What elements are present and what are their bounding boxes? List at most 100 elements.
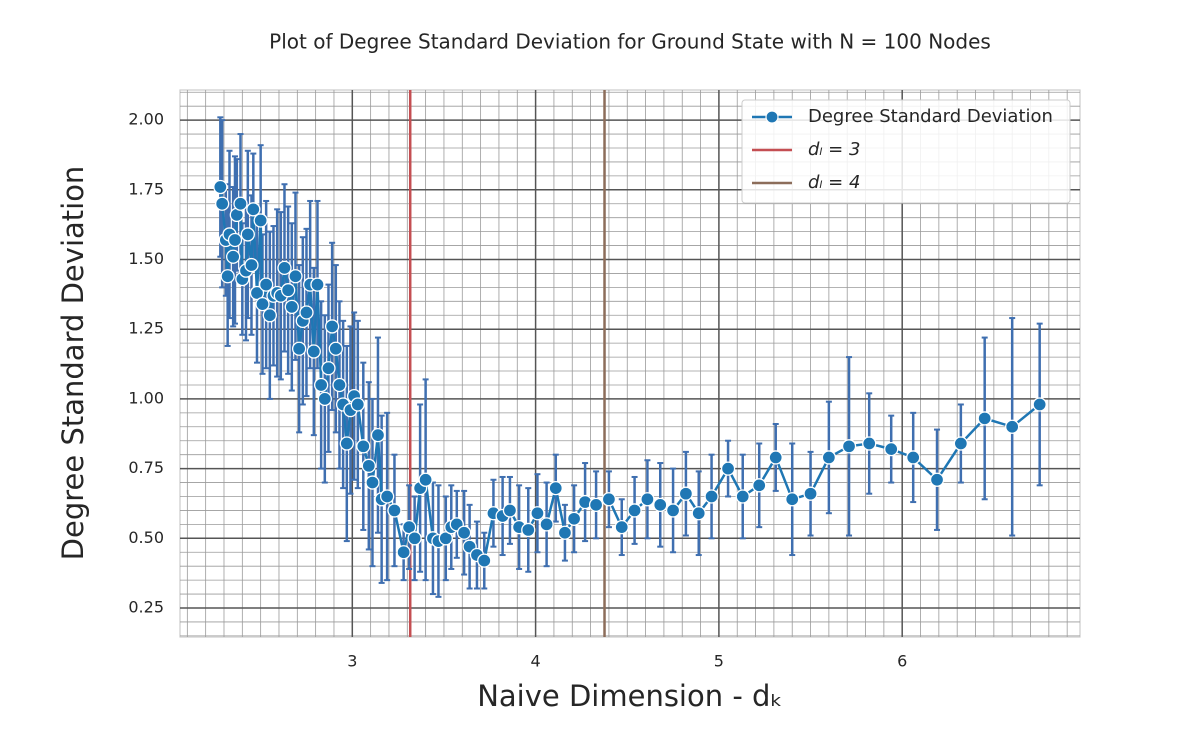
data-point: [640, 492, 655, 507]
y-tick-label: 0.50: [128, 528, 164, 547]
data-point: [803, 486, 818, 501]
legend-label: Degree Standard Deviation: [808, 106, 1053, 127]
data-point: [215, 196, 230, 211]
data-point: [291, 341, 307, 356]
data-point: [768, 450, 783, 465]
data-point: [407, 531, 422, 546]
data-point: [321, 361, 336, 376]
data-point: [665, 503, 681, 518]
data-point: [356, 439, 371, 454]
data-point: [220, 269, 235, 284]
x-axis-label: Naive Dimension - dₖ: [477, 679, 783, 713]
data-point: [227, 232, 243, 248]
data-point: [310, 277, 325, 292]
data-point: [313, 377, 329, 393]
data-point: [438, 531, 453, 546]
data-point: [821, 450, 837, 465]
data-point: [370, 428, 386, 443]
data-point: [614, 520, 629, 535]
data-point: [350, 397, 365, 412]
data-point: [691, 506, 706, 521]
data-point: [262, 308, 277, 323]
data-point: [280, 283, 296, 298]
data-point: [365, 475, 380, 490]
legend-label: dₗ = 4: [808, 172, 860, 193]
data-point: [678, 486, 694, 501]
data-point: [226, 249, 241, 264]
data-point: [752, 478, 767, 493]
y-tick-label: 1.75: [128, 179, 164, 198]
data-point: [379, 489, 395, 504]
data-point: [233, 196, 248, 211]
y-tick-label: 1.25: [128, 319, 164, 338]
data-point: [601, 492, 617, 507]
data-point: [704, 489, 719, 504]
x-tick-label: 3: [347, 652, 357, 671]
y-axis-label: Degree Standard Deviation: [56, 166, 90, 561]
data-point: [862, 436, 877, 451]
data-point: [332, 377, 347, 393]
x-tick-label: 6: [897, 652, 907, 671]
data-point: [255, 296, 270, 312]
data-point: [288, 269, 303, 284]
data-point: [284, 299, 299, 315]
data-point: [906, 450, 921, 465]
data-point: [387, 503, 402, 518]
data-point: [396, 545, 411, 560]
data-point: [240, 227, 255, 242]
data-point: [557, 525, 573, 540]
data-point: [456, 525, 472, 540]
data-point: [328, 341, 343, 356]
data-point: [841, 439, 857, 454]
data-point: [588, 497, 604, 513]
data-point: [785, 492, 800, 507]
data-point: [884, 441, 899, 457]
data-point: [259, 277, 274, 292]
data-point: [502, 503, 518, 518]
marks: [213, 90, 1047, 637]
legend-box: [741, 99, 1071, 204]
data-point: [277, 260, 292, 276]
data-point: [735, 489, 750, 504]
data-point: [253, 213, 268, 228]
y-tick-label: 0.75: [128, 458, 164, 477]
legend: Degree Standard Deviation dₗ = 3 dₗ = 4: [741, 99, 1071, 204]
data-point: [653, 497, 668, 513]
data-point: [306, 344, 321, 359]
data-point: [521, 522, 536, 538]
data-point: [977, 411, 992, 426]
data-point: [566, 511, 582, 526]
data-point: [317, 391, 332, 407]
data-point: [249, 285, 265, 301]
data-point: [299, 305, 314, 320]
chart-title: Plot of Degree Standard Deviation for Gr…: [269, 30, 991, 54]
data-point: [953, 436, 969, 451]
data-point: [246, 202, 261, 217]
data-point: [361, 458, 376, 473]
data-point: [324, 319, 340, 334]
data-point: [929, 472, 945, 487]
data-point: [213, 179, 228, 195]
data-point: [1032, 397, 1047, 412]
data-point: [1005, 419, 1020, 434]
data-point: [539, 517, 554, 532]
data-point: [548, 480, 563, 496]
legend-marker: [765, 110, 779, 124]
y-tick-label: 0.25: [128, 598, 164, 617]
x-tick-label: 4: [531, 652, 541, 671]
grid: 3 4 5 6 0.25 0.50 0.75 1.00 1.25 1.50 1.75 2.00: [128, 90, 1080, 671]
legend-label: dₗ = 3: [808, 139, 860, 160]
data-point: [401, 520, 417, 535]
y-tick-label: 2.00: [128, 110, 164, 129]
y-tick-label: 1.00: [128, 388, 164, 407]
y-tick-label: 1.50: [128, 249, 164, 268]
data-point: [418, 472, 433, 487]
data-point: [720, 461, 736, 476]
data-point: [339, 436, 354, 451]
data-point: [477, 553, 492, 568]
x-tick-label: 5: [714, 652, 724, 671]
data-point: [530, 506, 545, 521]
data-point: [627, 503, 642, 518]
data-point: [244, 257, 259, 273]
